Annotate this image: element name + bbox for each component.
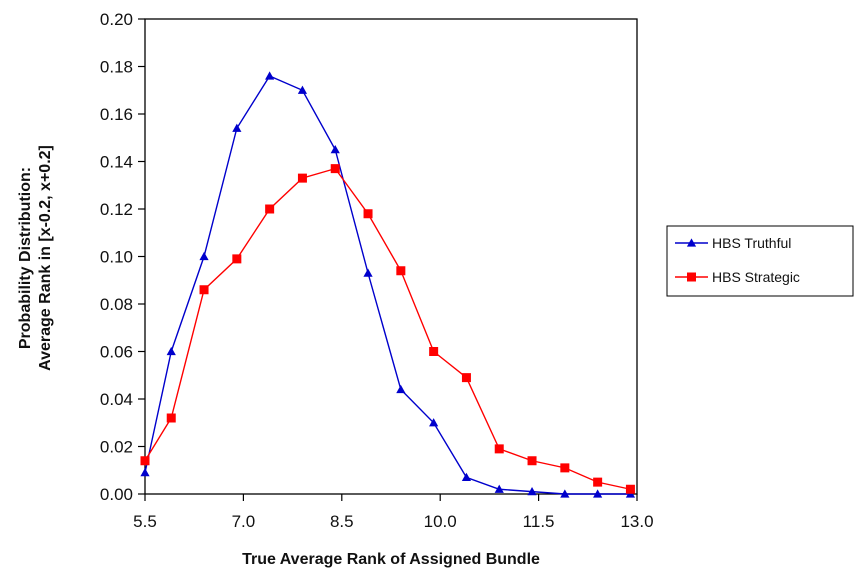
y-axis-title: Probability Distribution: Average Rank i…: [17, 145, 54, 371]
data-point-hbs-strategic: [166, 413, 176, 423]
data-point-hbs-strategic: [494, 444, 504, 454]
data-point-hbs-truthful: [265, 71, 275, 80]
series-hbs-truthful: [140, 71, 636, 498]
y-axis-title-line-2: Average Rank in [x-0.2, x+0.2]: [37, 145, 54, 371]
data-point-hbs-strategic: [461, 373, 471, 383]
y-tick-label: 0.16: [100, 105, 133, 124]
y-axis-title-line-1: Probability Distribution:: [17, 167, 34, 349]
data-point-hbs-truthful: [494, 484, 504, 493]
series-layer: [140, 71, 636, 498]
plot-area: [144, 18, 638, 495]
y-tick-label: 0.18: [100, 58, 133, 77]
data-point-hbs-truthful: [199, 251, 209, 261]
data-point-hbs-strategic: [429, 347, 439, 356]
legend-label-hbs-strategic: HBS Strategic: [712, 269, 800, 285]
y-tick-label: 0.12: [100, 200, 133, 219]
legend-item-hbs-truthful: HBS Truthful: [675, 235, 791, 251]
data-point-hbs-truthful: [363, 268, 373, 277]
x-tick-label: 7.0: [232, 512, 256, 531]
y-tick-label: 0.20: [100, 10, 133, 29]
data-point-hbs-strategic: [527, 456, 537, 466]
data-point-hbs-truthful: [232, 123, 242, 132]
x-tick-label: 8.5: [330, 512, 354, 531]
data-point-hbs-strategic: [265, 204, 275, 214]
y-tick-label: 0.08: [100, 295, 133, 314]
data-point-hbs-strategic: [625, 484, 635, 494]
x-tick-label: 10.0: [424, 512, 457, 531]
x-axis: 5.5 7.0 8.5 10.0 11.5 13.0: [133, 494, 654, 531]
y-tick-label: 0.02: [100, 438, 133, 457]
y-tick-label: 0.04: [100, 390, 133, 409]
y-tick-label: 0.00: [100, 485, 133, 504]
data-point-hbs-truthful: [140, 468, 150, 477]
x-tick-label: 11.5: [523, 512, 555, 531]
data-point-hbs-strategic: [199, 285, 209, 295]
y-axis: 0.00 0.02 0.04 0.06 0.08 0.10 0.12 0.14 0.16 0.18…: [100, 10, 145, 504]
legend-marker-hbs-truthful: [686, 238, 697, 247]
legend-item-hbs-strategic: HBS Strategic: [675, 269, 800, 285]
data-point-hbs-truthful: [560, 489, 570, 498]
x-tick-label: 5.5: [133, 512, 157, 531]
data-point-hbs-truthful: [461, 472, 472, 482]
data-point-hbs-strategic: [396, 266, 406, 276]
data-point-hbs-truthful: [330, 145, 340, 154]
data-point-hbs-strategic: [232, 254, 242, 264]
x-axis-title: True Average Rank of Assigned Bundle: [242, 551, 540, 568]
plot-border: [144, 18, 638, 495]
series-line-hbs-strategic: [144, 167, 631, 490]
data-point-hbs-strategic: [363, 209, 373, 219]
x-tick-label: 13.0: [620, 512, 653, 531]
legend-box: [666, 225, 854, 297]
data-point-hbs-truthful: [527, 487, 537, 496]
data-point-hbs-strategic: [140, 456, 150, 466]
data-point-hbs-truthful: [593, 489, 603, 498]
y-tick-label: 0.10: [100, 248, 133, 267]
data-point-hbs-truthful: [429, 418, 439, 427]
data-point-hbs-strategic: [593, 477, 603, 487]
legend-label-hbs-truthful: HBS Truthful: [712, 235, 791, 251]
series-line-hbs-truthful: [144, 75, 631, 495]
y-tick-label: 0.06: [100, 343, 133, 362]
data-point-hbs-truthful: [396, 384, 406, 394]
data-point-hbs-strategic: [560, 463, 570, 473]
data-point-hbs-strategic: [297, 173, 307, 183]
legend: HBS Truthful HBS Strategic: [666, 225, 854, 297]
series-hbs-strategic: [140, 164, 635, 494]
data-point-hbs-strategic: [330, 164, 340, 174]
y-tick-label: 0.14: [100, 153, 133, 172]
data-point-hbs-truthful: [297, 85, 308, 94]
data-point-hbs-truthful: [166, 346, 176, 356]
legend-marker-hbs-strategic: [687, 272, 696, 282]
